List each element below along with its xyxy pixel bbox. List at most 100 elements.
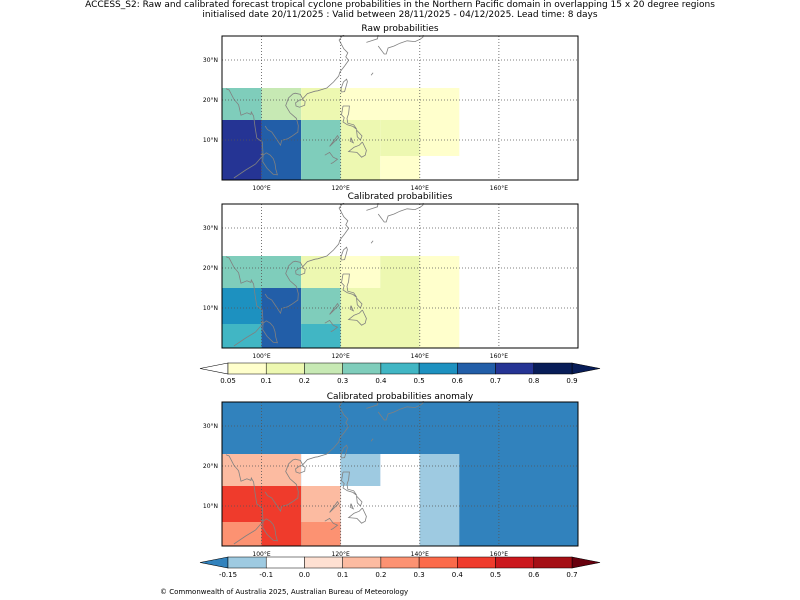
coastline <box>324 517 339 530</box>
coastline <box>347 141 367 158</box>
longitude-tick-label: 100°E <box>252 551 270 558</box>
coastline <box>349 137 355 144</box>
colorbar-tick-label: 0.4 <box>375 377 387 385</box>
colorbar-tick-label: 0.0 <box>299 571 310 579</box>
probability-cell <box>380 120 420 156</box>
latitude-tick-label: 20°N <box>203 463 218 470</box>
probability-cell <box>340 454 381 486</box>
probability-cell <box>222 454 302 486</box>
colorbar-tick-label: 0.1 <box>337 571 348 579</box>
coastline <box>377 401 424 421</box>
panel-title-raw: Raw probabilities <box>361 24 439 34</box>
coastline <box>295 267 306 276</box>
coastline <box>340 78 348 93</box>
coastline <box>340 444 348 459</box>
raw-probabilities-map: 100°E 120°E 140°E 160°E 30°N 20°N 10°N <box>203 35 579 192</box>
coastline <box>264 203 350 315</box>
coastline <box>341 105 358 130</box>
latitude-tick-label: 10°N <box>203 305 218 312</box>
probability-cell <box>380 156 420 180</box>
colorbar-tick-label: 0.5 <box>414 377 425 385</box>
probability-cell <box>222 256 302 288</box>
calibrated-probabilities-map: 100°E 120°E 140°E 160°E 30°N 20°N 10°N <box>203 203 579 360</box>
coastline <box>366 35 379 43</box>
probability-cell <box>380 256 420 288</box>
colorbar-tick-label: 0.1 <box>261 377 272 385</box>
probability-cell <box>301 88 341 120</box>
colorbar-tick-label: -0.1 <box>259 571 273 579</box>
coastline <box>329 302 340 315</box>
probability-cell <box>222 522 262 546</box>
colorbar-tick-label: 0.4 <box>452 571 464 579</box>
probability-cell <box>222 288 262 324</box>
probability-cell <box>301 486 341 522</box>
colorbar-bin <box>380 362 420 375</box>
longitude-tick-label: 160°E <box>490 353 508 360</box>
probability-cell <box>419 288 460 348</box>
coastline <box>264 401 350 513</box>
coastline <box>324 151 339 164</box>
coastline <box>329 500 340 513</box>
longitude-tick-label: 160°E <box>490 551 508 558</box>
colorbar-tick-label: 0.2 <box>299 377 310 385</box>
probability-cell <box>301 256 341 288</box>
colorbar-tick-label: 0.05 <box>220 377 236 385</box>
colorbar-tick-label: 0.6 <box>452 377 464 385</box>
latitude-tick-label: 30°N <box>203 225 218 232</box>
map-frame <box>221 401 579 547</box>
longitude-tick-label: 120°E <box>332 353 350 360</box>
probability-cell <box>340 88 460 120</box>
probability-cell <box>340 256 381 288</box>
colorbar-under-extension <box>199 556 229 569</box>
panel-title-calibrated: Calibrated probabilities <box>347 192 453 202</box>
colorbar-tick-label: 0.7 <box>490 377 501 385</box>
colorbar-bin <box>342 556 382 569</box>
colorbar-tick-label: -0.15 <box>219 571 237 579</box>
colorbar-bin <box>533 556 573 569</box>
coastline <box>349 503 355 510</box>
longitude-tick-label: 100°E <box>252 185 270 192</box>
probability-cell <box>301 454 341 486</box>
colorbar-bin <box>380 556 420 569</box>
coastline <box>341 273 358 298</box>
colorbar-bin <box>227 362 267 375</box>
colorbar-bin <box>533 362 573 375</box>
colorbar-tick-label: 0.9 <box>566 377 577 385</box>
coastline <box>262 320 278 344</box>
probability-cell <box>340 486 420 546</box>
coastline <box>324 319 339 332</box>
panel-title-anomaly: Calibrated probabilities anomaly <box>326 392 474 402</box>
latitude-tick-label: 30°N <box>203 423 218 430</box>
probability-cell <box>222 486 262 522</box>
coastline <box>349 305 355 312</box>
map-frame <box>221 35 579 181</box>
colorbar-bin <box>304 362 343 375</box>
colorbar-tick-label: 0.5 <box>490 571 501 579</box>
longitude-tick-label: 140°E <box>411 353 429 360</box>
latitude-tick-label: 30°N <box>203 57 218 64</box>
colorbar-bin <box>457 362 496 375</box>
probability-cell <box>419 256 460 288</box>
coastline <box>225 454 264 545</box>
probability-cell <box>340 288 420 348</box>
latitude-tick-label: 10°N <box>203 137 218 144</box>
colorbar-bin <box>265 556 305 569</box>
probability-cell <box>419 120 460 156</box>
coastline <box>341 471 358 496</box>
coastline <box>295 99 306 108</box>
longitude-tick-label: 140°E <box>411 551 429 558</box>
coastline <box>329 134 340 147</box>
coastline <box>377 203 424 223</box>
coastline <box>264 35 350 147</box>
longitude-tick-label: 140°E <box>411 185 429 192</box>
probability-cell <box>222 120 262 180</box>
colorbar-tick-label: 0.3 <box>414 571 425 579</box>
coastline <box>377 35 424 55</box>
probability-cell <box>340 120 381 156</box>
figure-title: ACCESS_S2: Raw and calibrated forecast t… <box>85 0 715 10</box>
probability-colorbar: 0.05 0.1 0.2 0.3 0.4 0.5 0.6 0.7 0.8 0.9 <box>199 362 601 385</box>
colorbar-tick-label: 0.7 <box>566 571 577 579</box>
probability-cell <box>301 120 341 180</box>
coastline <box>340 246 348 261</box>
colorbar-bin <box>418 362 458 375</box>
